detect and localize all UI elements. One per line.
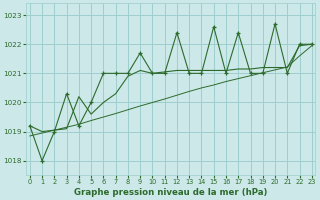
X-axis label: Graphe pression niveau de la mer (hPa): Graphe pression niveau de la mer (hPa) bbox=[74, 188, 268, 197]
